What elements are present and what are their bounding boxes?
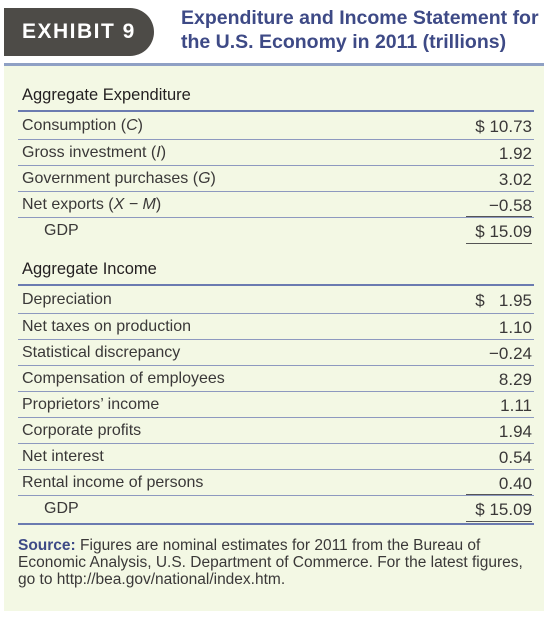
income-row: Net interest 0.54 [22,444,532,470]
row-divider [18,365,534,366]
income-row: Proprietors’ income 1.11 [22,392,532,418]
row-label: Net exports (X − M) [22,196,162,213]
sum-line [466,216,532,217]
row-label: Rental income of persons [22,474,204,491]
expenditure-row-net-exports: Net exports (X − M) −0.58 [22,192,532,218]
row-value: −0.24 [488,344,532,363]
row-value: 0.54 [498,448,532,467]
row-label: Consumption (C) [22,117,143,134]
exhibit-badge: EXHIBIT 9 [4,8,154,56]
total-underline [466,521,532,522]
row-divider [18,339,534,340]
income-row: Corporate profits 1.94 [22,418,532,444]
row-divider [18,495,534,496]
income-row: Rental income of persons 0.40 [22,470,532,496]
title-line-1: Expenditure and Income Statement for [181,7,539,29]
total-value: $ 15.09 [475,500,532,519]
panel-top-rule [4,63,544,66]
sum-line [466,494,532,495]
income-heading: Aggregate Income [22,260,157,278]
row-value: 1.11 [500,396,532,415]
source-note: Source: Figures are nominal estimates fo… [18,537,530,588]
row-divider [18,417,534,418]
row-divider [18,165,534,166]
row-divider [18,469,534,470]
income-total-gdp: GDP $ 15.09 [22,496,532,522]
row-label: Depreciation [22,291,112,308]
row-value: 1.92 [498,144,532,163]
row-value: 3.02 [498,170,532,189]
title-line-2: the U.S. Economy in 2011 (trillions) [181,31,507,53]
exhibit-label: EXHIBIT 9 [22,20,136,43]
income-bottom-rule [18,523,534,525]
row-divider [18,217,534,218]
row-value: $ 1.95 [475,291,532,310]
expenditure-row-investment: Gross investment (I) 1.92 [22,140,532,166]
row-divider [18,139,534,140]
row-label: Gross investment (I) [22,144,167,161]
income-row: Depreciation $ 1.95 [22,287,532,313]
expenditure-row-government: Government purchases (G) 3.02 [22,166,532,192]
source-text: Figures are nominal estimates for 2011 f… [18,537,523,588]
income-row: Compensation of employees 8.29 [22,366,532,392]
expenditure-total-gdp: GDP $ 15.09 [22,218,532,244]
row-label: Government purchases (G) [22,170,216,187]
row-divider [18,391,534,392]
row-label: Statistical discrepancy [22,344,181,361]
row-value: 8.29 [498,370,532,389]
total-underline [466,243,532,244]
row-value: $ 10.73 [475,117,532,136]
income-heading-rule [18,284,534,286]
expenditure-heading: Aggregate Expenditure [22,86,191,104]
row-value: 1.94 [498,422,532,441]
row-value: 0.40 [498,474,532,493]
row-divider [18,191,534,192]
income-row: Net taxes on production 1.10 [22,314,532,340]
row-value: −0.58 [488,196,532,215]
statement-panel: Aggregate Expenditure Consumption (C) $ … [4,66,544,611]
row-label: Proprietors’ income [22,396,160,413]
total-label: GDP [44,500,79,517]
exhibit-title: Expenditure and Income Statement for the… [181,6,546,54]
total-value: $ 15.09 [475,222,532,241]
row-divider [18,443,534,444]
expenditure-heading-rule [18,110,534,112]
source-lead: Source: [18,537,76,554]
row-value: 1.10 [498,318,532,337]
expenditure-row-consumption: Consumption (C) $ 10.73 [22,113,532,139]
row-divider [18,313,534,314]
row-label: Compensation of employees [22,370,225,387]
total-label: GDP [44,222,79,239]
row-label: Net taxes on production [22,318,191,335]
row-label: Net interest [22,448,104,465]
row-label: Corporate profits [22,422,142,439]
income-row: Statistical discrepancy −0.24 [22,340,532,366]
